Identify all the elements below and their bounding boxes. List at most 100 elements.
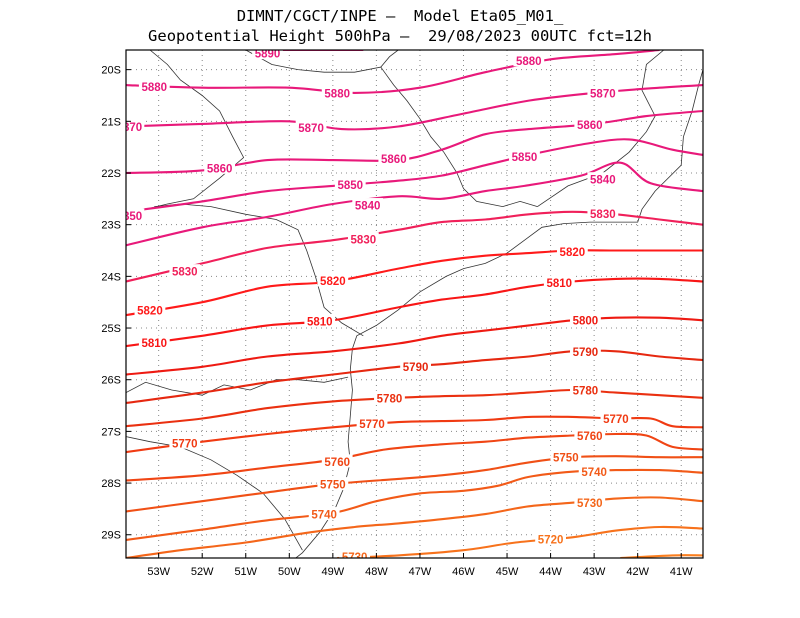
contour-label-bg [570, 344, 601, 358]
lat-tick-label: 24S [101, 271, 121, 283]
contour-label: 5750 [553, 453, 579, 465]
contour-label: 5890 [255, 49, 281, 61]
contour-5740 [126, 468, 703, 541]
contour-label: 5760 [324, 457, 350, 469]
contour-label-bg [304, 313, 336, 327]
contour-label-bg [509, 149, 540, 163]
contour-label-bg [317, 273, 349, 287]
lon-tick-label: 41W [670, 566, 693, 578]
contour-label-bg [138, 79, 170, 93]
lon-tick-label: 49W [322, 566, 345, 578]
contour-label-bg [374, 390, 405, 404]
contour-label: 5740 [581, 467, 607, 479]
contour-label-bg [126, 119, 145, 133]
contour-label: 5730 [342, 552, 368, 564]
lon-tick-label: 43W [583, 566, 606, 578]
contour-label-bg [169, 264, 201, 278]
contour-label: 5720 [538, 534, 564, 546]
contour-5750 [126, 455, 703, 513]
contour-label-bg [574, 117, 606, 131]
lat-tick-label: 21S [101, 116, 121, 128]
contour-label: 5730 [577, 498, 603, 510]
lon-tick-label: 53W [147, 566, 170, 578]
contour-label: 5770 [603, 414, 629, 426]
contour-label: 5840 [355, 201, 381, 213]
contour-label: 5810 [142, 338, 168, 350]
contour-5810 [126, 277, 703, 348]
contour-5780 [126, 388, 703, 428]
contour-label-bg [578, 464, 610, 478]
contour-label-bg [308, 507, 340, 521]
boundary-mg-rj-es [537, 50, 665, 207]
contour-label: 5850 [512, 152, 538, 164]
contour-label: 5860 [381, 154, 407, 166]
lon-tick-label: 51W [234, 566, 257, 578]
contour-label-bg [134, 302, 166, 316]
contour-label: 5880 [516, 56, 542, 68]
contour-label: 5880 [324, 88, 350, 100]
contour-5880 [126, 50, 660, 94]
lat-tick-label: 22S [101, 168, 121, 180]
contour-5800 [126, 316, 703, 376]
contour-5770 [126, 415, 703, 454]
contour-label: 5800 [573, 315, 599, 327]
contour-label: 850 [123, 211, 142, 223]
axis-ticks: 20S 21S 22S 23S 24S 25S 26S 27S 28S 29S 53W 52W 51W 5… [101, 65, 693, 578]
contour-label: 5860 [577, 120, 603, 132]
contour-5870 [126, 84, 703, 131]
contour-label: 5880 [142, 82, 168, 94]
contour-label: 5770 [172, 438, 198, 450]
contour-5790 [126, 349, 703, 405]
contour-5720 [337, 525, 703, 558]
contour-5820 [126, 249, 703, 317]
map-frame [125, 49, 704, 559]
contour-label-bg [574, 495, 606, 509]
contour-label-bg [543, 275, 575, 289]
contour-5850 [126, 138, 703, 213]
lat-tick-label: 27S [101, 426, 121, 438]
contour-5760 [126, 432, 703, 482]
contour-label: 5750 [320, 480, 346, 492]
lon-tick-label: 50W [278, 566, 301, 578]
lat-tick-label: 29S [101, 530, 121, 542]
contour-label-bg [513, 53, 545, 67]
lat-tick-label: 23S [101, 220, 121, 232]
chart-title-line1: DIMNT/CGCT/INPE – Model Eta05_M01_ [236, 7, 564, 25]
lat-tick-label: 25S [101, 323, 121, 335]
lon-tick-label: 48W [365, 566, 388, 578]
contour-label: 5780 [573, 386, 599, 398]
boundary-sp-mg [245, 50, 538, 208]
boundary-pr-sp [154, 203, 364, 337]
contour-label-bg [587, 85, 619, 99]
contour-label: 5870 [298, 123, 324, 135]
contour-label: 5860 [207, 163, 233, 175]
contour-label: 5870 [590, 88, 616, 100]
lon-tick-label: 42W [626, 566, 649, 578]
contour-label-bg [587, 206, 619, 220]
contour-label-bg [295, 120, 327, 134]
contour-label-bg [204, 160, 236, 174]
contour-label: 870 [123, 122, 142, 134]
contour-label-bg [138, 335, 170, 349]
contour-label-bg [347, 232, 379, 246]
contour-label: 5790 [573, 347, 599, 359]
contour-lines [126, 50, 703, 558]
contour-label-bg [356, 416, 388, 430]
contour-label-bg [570, 383, 601, 397]
contour-label-bg [535, 531, 566, 545]
contour-label-bg [352, 198, 384, 212]
contour-labels: 5890 5880 5880 5880 870 5870 5870 5860 5860 5860 5… [123, 49, 632, 564]
lon-tick-label: 52W [191, 566, 214, 578]
contour-label-bg [334, 177, 366, 191]
lon-tick-label: 45W [496, 566, 519, 578]
contour-label-bg [317, 477, 349, 491]
lat-tick-label: 28S [101, 478, 121, 490]
lat-tick-label: 20S [101, 65, 121, 77]
contour-label: 5820 [137, 305, 163, 317]
boundary-sc-rs [126, 436, 303, 551]
contour-label-bg [570, 312, 601, 326]
contour-label: 5820 [320, 276, 346, 288]
contour-label: 5740 [311, 510, 337, 522]
contour-label: 5850 [337, 180, 363, 192]
contour-label-bg [321, 454, 353, 468]
